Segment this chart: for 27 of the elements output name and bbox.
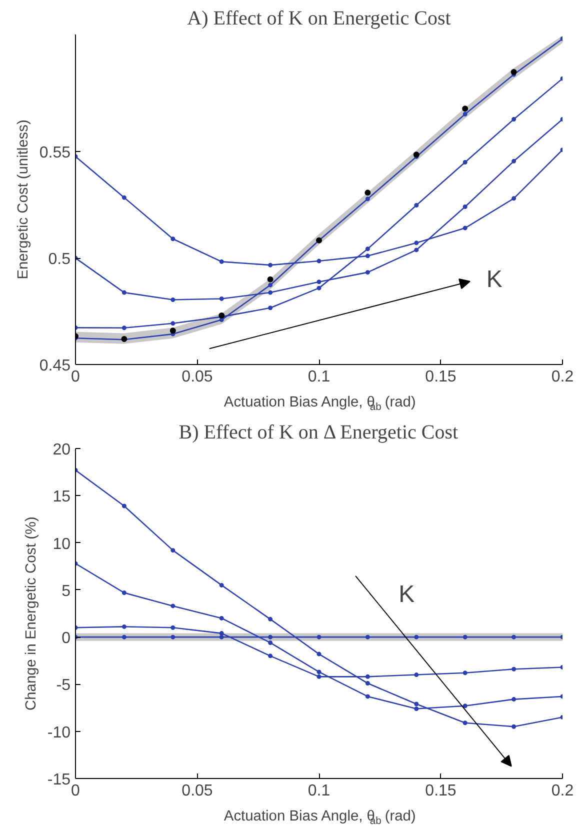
y-tick-label: 0.45 [39,358,71,374]
y-tick-label: 20 [52,442,71,458]
x-tick-label: 0.2 [551,782,574,800]
x-tick-label: 0.1 [308,782,330,800]
y-tick-label: 5 [62,582,71,600]
chart-title: A) Effect of K on Energetic Cost [187,8,452,30]
x-tick-label: 0.15 [425,368,456,386]
x-tick-label: 0.15 [425,782,456,800]
y-tick-label: 10 [52,536,71,553]
y-axis-title: Energetic Cost (unitless) [15,120,32,280]
x-axis-title: Actuation Bias Angle, θab (rad) [224,808,416,827]
y-tick-label: 0 [62,630,71,648]
annotation: K [398,581,415,608]
x-tick-label: 0.1 [308,368,330,386]
y-tick-label: -15 [47,772,71,788]
y-tick-label: 0.5 [48,251,71,268]
y-tick-label: 0.55 [39,144,71,162]
y-axis-title: Change in Energetic Cost (%) [23,516,40,710]
y-tick-label: -10 [47,724,71,742]
x-tick-label: 0.05 [182,368,213,386]
chart-title: B) Effect of K on Δ Energetic Cost [178,422,459,444]
y-tick-label: 15 [52,488,71,506]
x-tick-label: 0.2 [551,368,574,386]
x-axis-title: Actuation Bias Angle, θab (rad) [224,394,416,413]
x-tick-label: 0.05 [182,782,213,800]
y-tick-label: -5 [56,677,71,694]
annotation: K [486,266,502,293]
